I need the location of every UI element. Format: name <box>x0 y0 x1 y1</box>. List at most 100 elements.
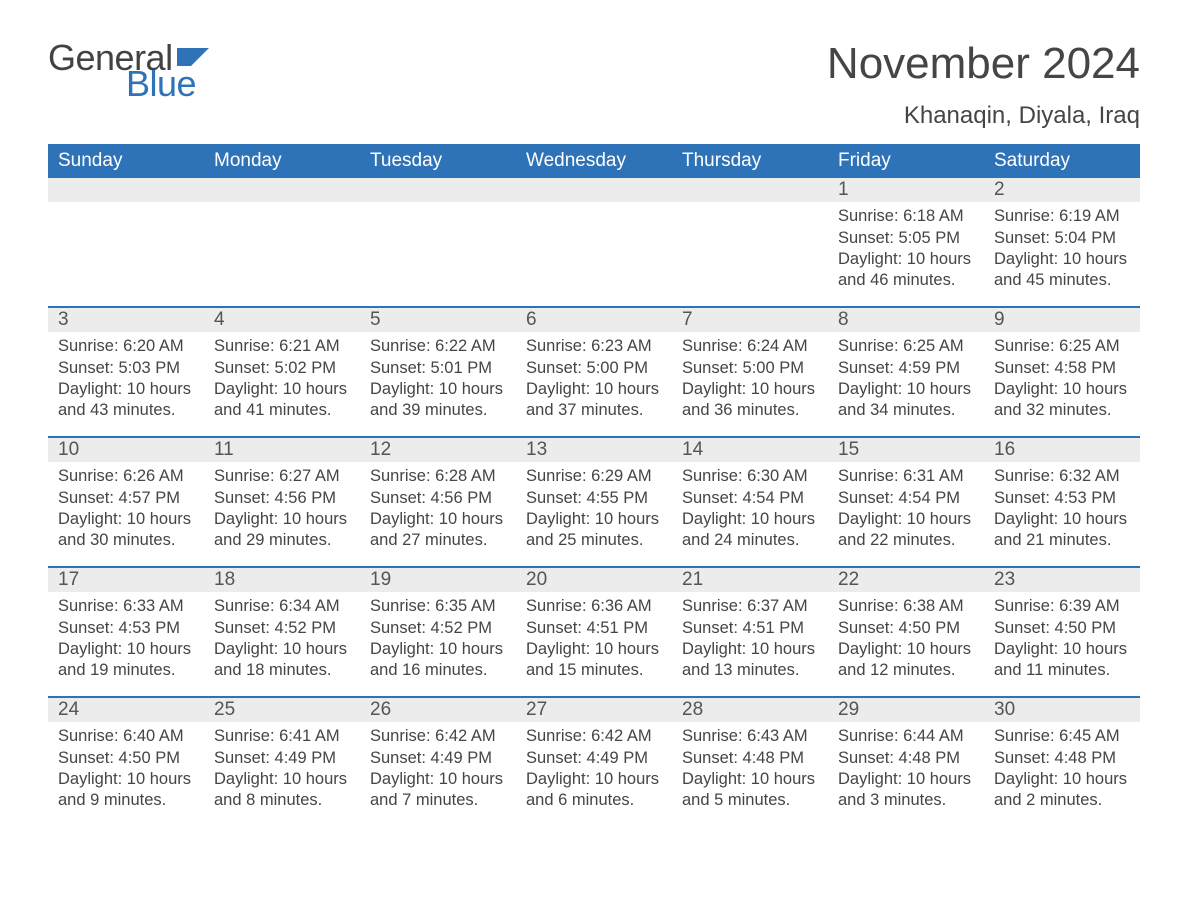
day-number: 11 <box>214 439 234 460</box>
calendar-day <box>360 178 516 306</box>
daylight-line-1: Daylight: 10 hours <box>214 769 352 790</box>
sunset-line: Sunset: 4:49 PM <box>370 748 508 769</box>
calendar-day: 18Sunrise: 6:34 AMSunset: 4:52 PMDayligh… <box>204 568 360 696</box>
sunrise-line: Sunrise: 6:29 AM <box>526 466 664 487</box>
day-number-bar: 10 <box>48 438 204 462</box>
daylight-line-1: Daylight: 10 hours <box>526 769 664 790</box>
daylight-line-2: and 37 minutes. <box>526 400 664 421</box>
day-details: Sunrise: 6:28 AMSunset: 4:56 PMDaylight:… <box>366 462 510 550</box>
day-number: 5 <box>370 309 381 330</box>
day-details: Sunrise: 6:27 AMSunset: 4:56 PMDaylight:… <box>210 462 354 550</box>
daylight-line-2: and 34 minutes. <box>838 400 976 421</box>
sunset-line: Sunset: 5:04 PM <box>994 228 1132 249</box>
sunrise-line: Sunrise: 6:42 AM <box>370 726 508 747</box>
daylight-line-1: Daylight: 10 hours <box>682 379 820 400</box>
sunset-line: Sunset: 4:51 PM <box>682 618 820 639</box>
calendar-day <box>516 178 672 306</box>
day-number: 22 <box>838 569 859 590</box>
daylight-line-2: and 30 minutes. <box>58 530 196 551</box>
sunset-line: Sunset: 5:00 PM <box>682 358 820 379</box>
calendar-day: 3Sunrise: 6:20 AMSunset: 5:03 PMDaylight… <box>48 308 204 436</box>
daylight-line-2: and 11 minutes. <box>994 660 1132 681</box>
day-details: Sunrise: 6:22 AMSunset: 5:01 PMDaylight:… <box>366 332 510 420</box>
daylight-line-2: and 3 minutes. <box>838 790 976 811</box>
calendar-day: 16Sunrise: 6:32 AMSunset: 4:53 PMDayligh… <box>984 438 1140 566</box>
day-number-bar <box>516 178 672 202</box>
calendar-day: 11Sunrise: 6:27 AMSunset: 4:56 PMDayligh… <box>204 438 360 566</box>
sunrise-line: Sunrise: 6:30 AM <box>682 466 820 487</box>
day-number-bar: 2 <box>984 178 1140 202</box>
sunset-line: Sunset: 4:53 PM <box>994 488 1132 509</box>
daylight-line-1: Daylight: 10 hours <box>370 769 508 790</box>
day-details: Sunrise: 6:25 AMSunset: 4:58 PMDaylight:… <box>990 332 1134 420</box>
sunset-line: Sunset: 4:48 PM <box>838 748 976 769</box>
daylight-line-2: and 36 minutes. <box>682 400 820 421</box>
day-number: 10 <box>58 439 79 460</box>
calendar-day: 20Sunrise: 6:36 AMSunset: 4:51 PMDayligh… <box>516 568 672 696</box>
sunrise-line: Sunrise: 6:24 AM <box>682 336 820 357</box>
sunset-line: Sunset: 4:55 PM <box>526 488 664 509</box>
daylight-line-2: and 19 minutes. <box>58 660 196 681</box>
sunset-line: Sunset: 4:49 PM <box>526 748 664 769</box>
day-number-bar: 17 <box>48 568 204 592</box>
day-details: Sunrise: 6:25 AMSunset: 4:59 PMDaylight:… <box>834 332 978 420</box>
calendar-day: 23Sunrise: 6:39 AMSunset: 4:50 PMDayligh… <box>984 568 1140 696</box>
daylight-line-2: and 27 minutes. <box>370 530 508 551</box>
calendar-day <box>672 178 828 306</box>
daylight-line-2: and 15 minutes. <box>526 660 664 681</box>
day-number-bar: 28 <box>672 698 828 722</box>
sunrise-line: Sunrise: 6:19 AM <box>994 206 1132 227</box>
sunrise-line: Sunrise: 6:32 AM <box>994 466 1132 487</box>
sunset-line: Sunset: 4:59 PM <box>838 358 976 379</box>
sunrise-line: Sunrise: 6:28 AM <box>370 466 508 487</box>
sunset-line: Sunset: 4:48 PM <box>994 748 1132 769</box>
calendar-week: 10Sunrise: 6:26 AMSunset: 4:57 PMDayligh… <box>48 436 1140 566</box>
daylight-line-1: Daylight: 10 hours <box>526 509 664 530</box>
day-details: Sunrise: 6:24 AMSunset: 5:00 PMDaylight:… <box>678 332 822 420</box>
sunset-line: Sunset: 4:51 PM <box>526 618 664 639</box>
daylight-line-1: Daylight: 10 hours <box>370 379 508 400</box>
daylight-line-1: Daylight: 10 hours <box>370 639 508 660</box>
day-number: 2 <box>994 179 1005 200</box>
day-number-bar <box>672 178 828 202</box>
day-number-bar: 7 <box>672 308 828 332</box>
day-details: Sunrise: 6:33 AMSunset: 4:53 PMDaylight:… <box>54 592 198 680</box>
day-details: Sunrise: 6:42 AMSunset: 4:49 PMDaylight:… <box>522 722 666 810</box>
daylight-line-2: and 21 minutes. <box>994 530 1132 551</box>
day-number: 23 <box>994 569 1015 590</box>
calendar-day: 4Sunrise: 6:21 AMSunset: 5:02 PMDaylight… <box>204 308 360 436</box>
weekday-header: Friday <box>828 144 984 178</box>
day-number: 13 <box>526 439 547 460</box>
day-details: Sunrise: 6:39 AMSunset: 4:50 PMDaylight:… <box>990 592 1134 680</box>
weeks-container: 1Sunrise: 6:18 AMSunset: 5:05 PMDaylight… <box>48 178 1140 826</box>
daylight-line-1: Daylight: 10 hours <box>994 249 1132 270</box>
day-number: 18 <box>214 569 235 590</box>
day-details: Sunrise: 6:42 AMSunset: 4:49 PMDaylight:… <box>366 722 510 810</box>
sunrise-line: Sunrise: 6:31 AM <box>838 466 976 487</box>
day-number-bar: 24 <box>48 698 204 722</box>
day-number: 12 <box>370 439 391 460</box>
day-number: 24 <box>58 699 79 720</box>
sunset-line: Sunset: 4:50 PM <box>838 618 976 639</box>
day-number-bar: 9 <box>984 308 1140 332</box>
daylight-line-1: Daylight: 10 hours <box>58 769 196 790</box>
sunset-line: Sunset: 5:03 PM <box>58 358 196 379</box>
day-number: 21 <box>682 569 703 590</box>
weekday-header-row: SundayMondayTuesdayWednesdayThursdayFrid… <box>48 144 1140 178</box>
sunrise-line: Sunrise: 6:35 AM <box>370 596 508 617</box>
calendar-week: 24Sunrise: 6:40 AMSunset: 4:50 PMDayligh… <box>48 696 1140 826</box>
daylight-line-1: Daylight: 10 hours <box>214 509 352 530</box>
location-subtitle: Khanaqin, Diyala, Iraq <box>827 102 1140 130</box>
day-number: 26 <box>370 699 391 720</box>
calendar-day: 26Sunrise: 6:42 AMSunset: 4:49 PMDayligh… <box>360 698 516 826</box>
daylight-line-1: Daylight: 10 hours <box>838 379 976 400</box>
calendar-day: 21Sunrise: 6:37 AMSunset: 4:51 PMDayligh… <box>672 568 828 696</box>
day-number: 29 <box>838 699 859 720</box>
day-details: Sunrise: 6:43 AMSunset: 4:48 PMDaylight:… <box>678 722 822 810</box>
calendar-day: 28Sunrise: 6:43 AMSunset: 4:48 PMDayligh… <box>672 698 828 826</box>
day-number-bar: 19 <box>360 568 516 592</box>
daylight-line-1: Daylight: 10 hours <box>682 509 820 530</box>
daylight-line-1: Daylight: 10 hours <box>58 379 196 400</box>
day-details: Sunrise: 6:21 AMSunset: 5:02 PMDaylight:… <box>210 332 354 420</box>
daylight-line-1: Daylight: 10 hours <box>994 379 1132 400</box>
